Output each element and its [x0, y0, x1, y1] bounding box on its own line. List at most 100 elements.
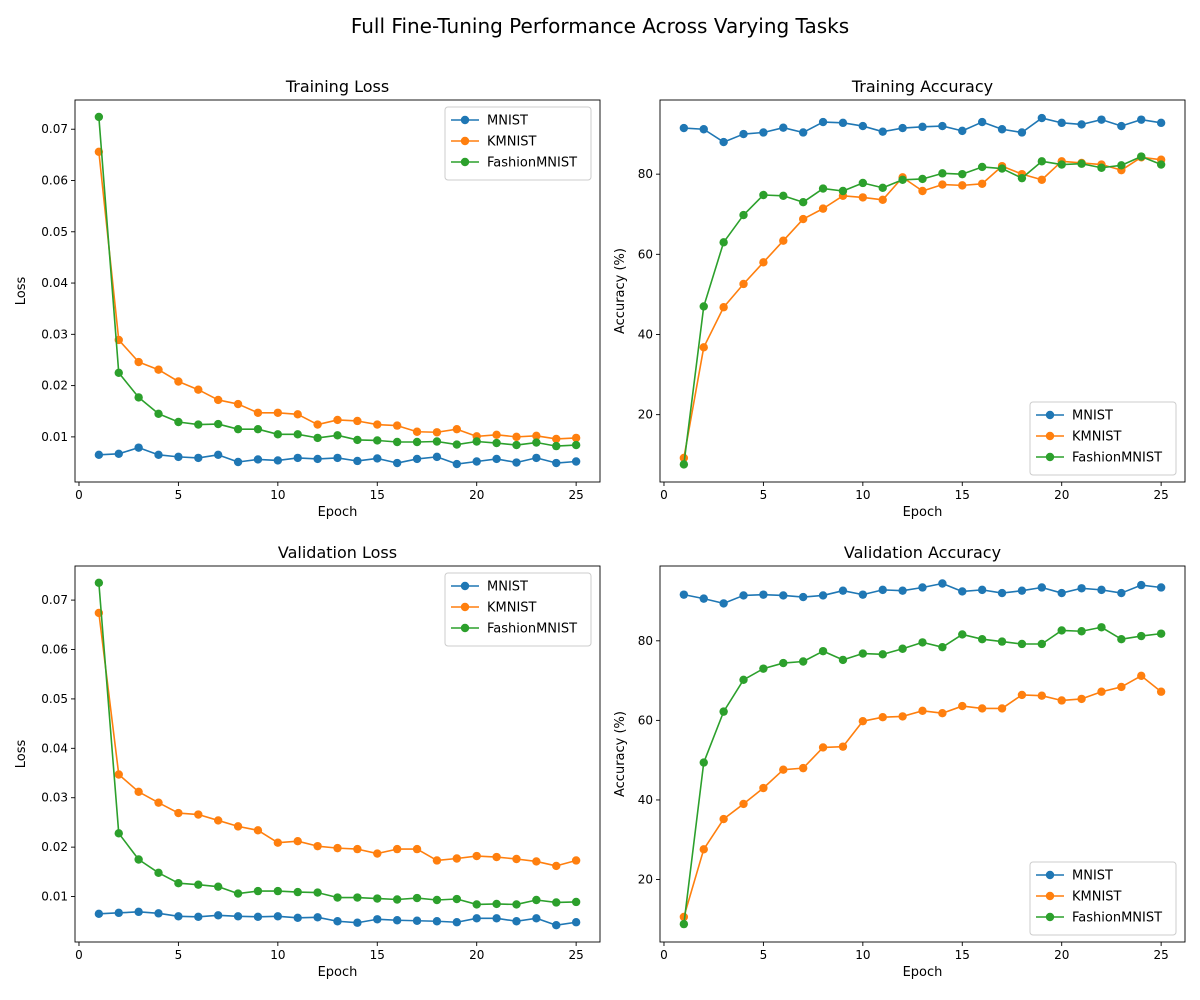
data-point-fashionmnist	[818, 184, 828, 193]
data-point-fashionmnist	[373, 436, 382, 445]
y-tick-label: 0.01	[41, 430, 68, 444]
data-point-kmnist	[313, 420, 322, 429]
data-point-mnist	[194, 453, 203, 463]
data-point-mnist	[571, 918, 581, 927]
data-point-kmnist	[273, 408, 283, 417]
data-point-fashionmnist	[154, 868, 163, 878]
subplot-training-accuracy: Training Accuracy 0 5 10 15 20 25 20 40 60 80 Epoch…	[613, 77, 1186, 520]
legend-marker-mnist	[1045, 410, 1055, 420]
data-point-fashionmnist	[194, 880, 203, 889]
data-point-mnist	[1137, 115, 1146, 124]
legend-marker-mnist	[1045, 870, 1055, 880]
data-point-kmnist	[412, 844, 422, 854]
data-point-fashionmnist	[1117, 161, 1126, 170]
data-point-mnist	[759, 590, 768, 599]
data-point-fashionmnist	[353, 435, 362, 445]
data-point-fashionmnist	[1017, 639, 1027, 649]
data-point-fashionmnist	[858, 178, 868, 188]
data-point-fashionmnist	[174, 417, 183, 427]
data-point-kmnist	[571, 433, 581, 443]
data-point-fashionmnist	[412, 893, 422, 903]
data-point-kmnist	[532, 857, 541, 866]
data-point-kmnist	[452, 854, 462, 863]
data-point-kmnist	[1097, 687, 1106, 696]
data-point-mnist	[373, 454, 382, 463]
data-point-fashionmnist	[958, 630, 967, 639]
data-point-fashionmnist	[571, 897, 581, 907]
data-point-mnist	[273, 456, 283, 465]
data-point-fashionmnist	[759, 664, 768, 673]
data-point-mnist	[313, 913, 322, 922]
data-point-mnist	[353, 918, 362, 927]
y-tick-label: 0.06	[41, 174, 68, 188]
data-point-fashionmnist	[818, 646, 828, 656]
data-point-mnist	[174, 452, 183, 462]
y-tick-label: 0.04	[41, 741, 68, 755]
data-point-kmnist	[1037, 691, 1047, 700]
data-point-mnist	[798, 128, 808, 137]
data-point-kmnist	[253, 826, 263, 835]
data-point-kmnist	[779, 765, 788, 774]
data-point-mnist	[452, 918, 462, 927]
data-point-kmnist	[1077, 694, 1086, 704]
data-point-fashionmnist	[878, 183, 887, 192]
data-point-kmnist	[233, 399, 243, 409]
data-point-mnist	[412, 454, 422, 464]
data-point-kmnist	[938, 180, 947, 189]
data-point-mnist	[818, 117, 828, 127]
data-point-fashionmnist	[353, 893, 362, 902]
data-point-kmnist	[233, 822, 243, 831]
data-point-fashionmnist	[719, 707, 728, 716]
data-point-fashionmnist	[977, 162, 987, 172]
data-point-fashionmnist	[759, 190, 768, 200]
data-point-kmnist	[938, 709, 947, 718]
data-point-mnist	[679, 590, 689, 599]
data-point-kmnist	[373, 420, 382, 429]
data-point-mnist	[432, 452, 442, 462]
y-tick-label: 60	[638, 247, 653, 261]
data-point-mnist	[798, 592, 808, 602]
data-point-mnist	[938, 579, 947, 588]
data-point-kmnist	[739, 799, 748, 809]
data-point-kmnist	[1117, 682, 1126, 692]
data-point-mnist	[1037, 113, 1047, 123]
data-point-fashionmnist	[1037, 639, 1047, 649]
subplot-title: Training Accuracy	[851, 77, 993, 96]
data-point-fashionmnist	[114, 368, 123, 377]
data-point-fashionmnist	[134, 855, 143, 864]
data-point-kmnist	[293, 837, 302, 846]
data-point-mnist	[233, 912, 243, 921]
data-point-mnist	[253, 912, 263, 922]
data-point-mnist	[571, 457, 581, 466]
data-point-fashionmnist	[1137, 152, 1146, 161]
legend-marker-kmnist	[460, 602, 470, 612]
x-tick-label: 25	[568, 948, 583, 962]
data-point-kmnist	[878, 195, 887, 205]
data-point-mnist	[213, 911, 223, 920]
data-point-fashionmnist	[532, 895, 541, 905]
data-point-fashionmnist	[293, 887, 302, 897]
legend-marker-fashionmnist	[460, 623, 470, 633]
data-point-fashionmnist	[452, 894, 462, 904]
data-point-fashionmnist	[94, 578, 104, 587]
y-tick-label: 0.05	[41, 225, 68, 239]
data-point-mnist	[392, 458, 402, 468]
data-point-kmnist	[353, 416, 362, 426]
x-tick-label: 25	[1153, 488, 1168, 502]
data-point-mnist	[1057, 118, 1066, 128]
x-tick-label: 0	[660, 488, 668, 502]
data-point-fashionmnist	[997, 164, 1007, 173]
data-point-kmnist	[154, 365, 163, 374]
x-axis-label: Epoch	[318, 505, 358, 520]
data-point-mnist	[452, 459, 462, 469]
data-point-fashionmnist	[798, 198, 808, 207]
data-point-kmnist	[977, 704, 987, 713]
data-point-kmnist	[333, 415, 342, 425]
x-axis-label: Epoch	[903, 965, 943, 980]
data-point-fashionmnist	[1057, 626, 1066, 635]
data-point-fashionmnist	[1097, 623, 1106, 632]
data-point-fashionmnist	[452, 440, 462, 449]
data-point-fashionmnist	[918, 174, 927, 184]
data-point-mnist	[213, 450, 223, 460]
data-point-fashionmnist	[174, 879, 183, 888]
